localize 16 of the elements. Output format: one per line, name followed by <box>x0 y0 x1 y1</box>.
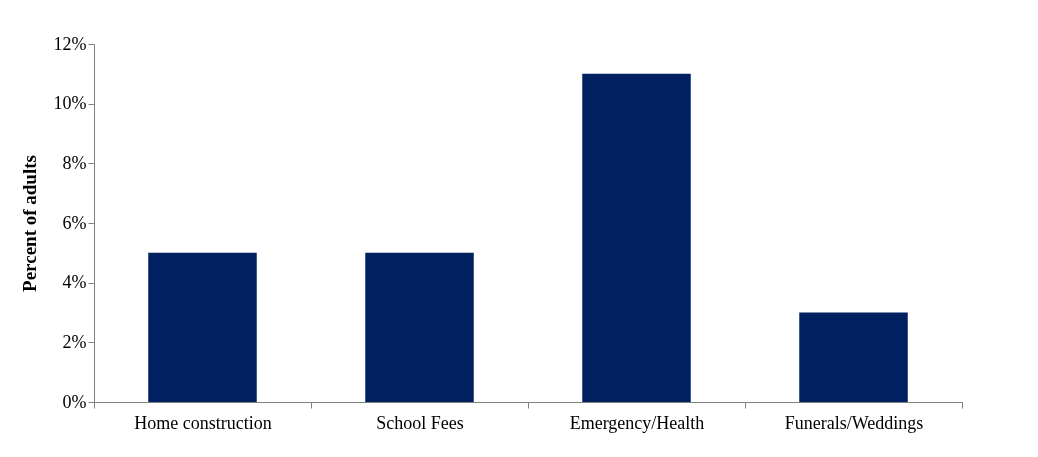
y-axis-title: Percent of adults <box>18 155 40 292</box>
x-tick-label: Funerals/Weddings <box>784 412 924 433</box>
y-tick-label: 12% <box>53 33 87 54</box>
y-tick-label: 4% <box>62 272 87 293</box>
bar <box>799 312 908 402</box>
y-tick-label: 2% <box>62 331 87 352</box>
bar <box>365 252 474 402</box>
y-tick-label: 0% <box>62 391 87 412</box>
x-tick-label: Emergency/Health <box>569 412 705 433</box>
bar <box>148 252 257 402</box>
x-tick-label: Home construction <box>134 412 272 433</box>
y-tick-label: 10% <box>53 93 87 114</box>
bar <box>582 73 691 402</box>
y-tick-label: 6% <box>62 212 87 233</box>
y-tick-label: 8% <box>62 152 87 173</box>
x-tick-label: School Fees <box>376 412 464 433</box>
